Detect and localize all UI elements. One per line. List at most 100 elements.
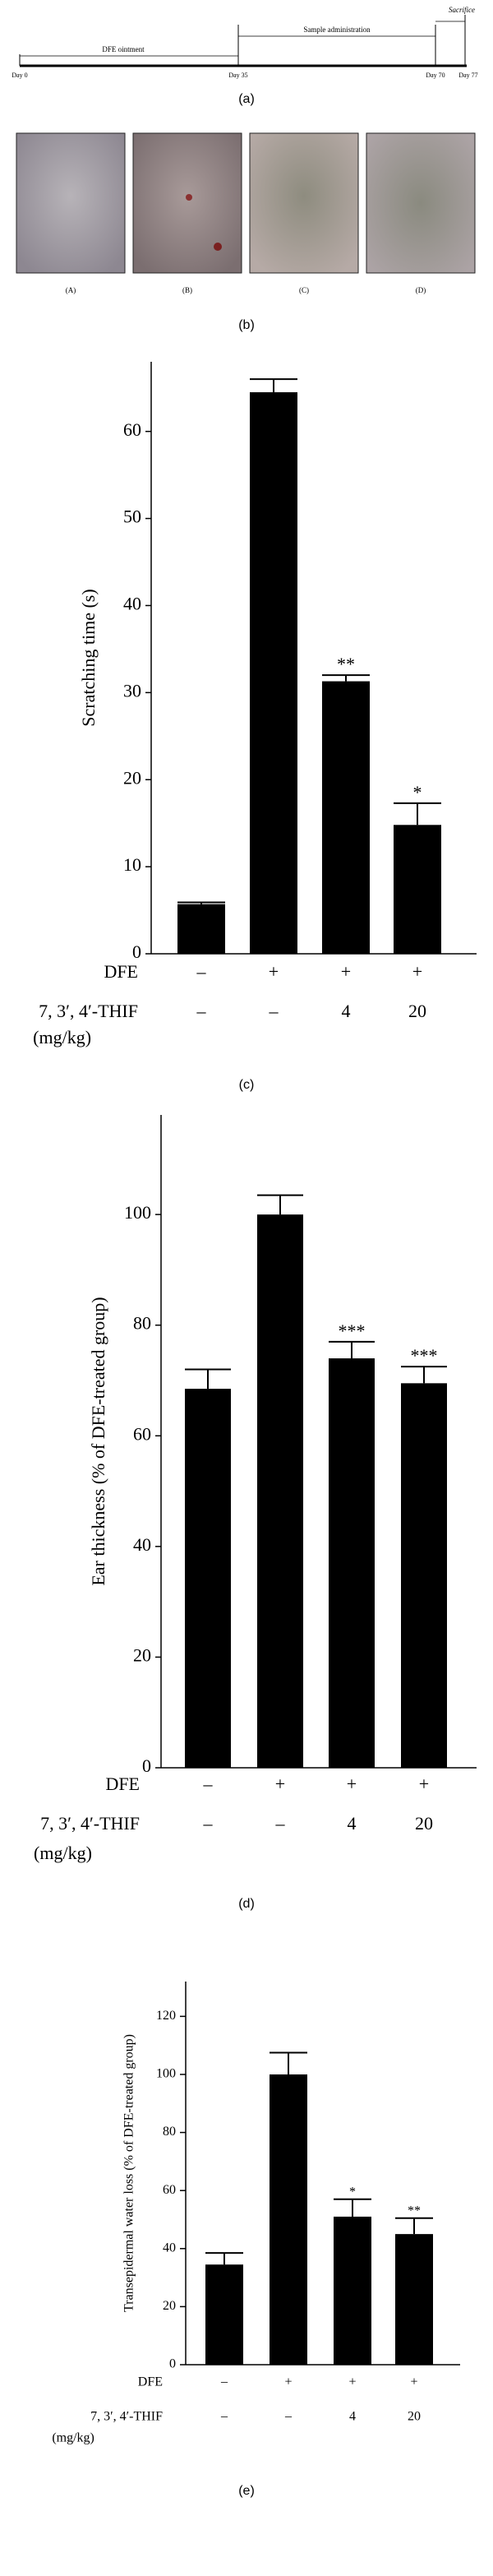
timeline: [19, 15, 467, 67]
bar: [205, 2264, 243, 2365]
row-unit: (mg/kg): [34, 1843, 92, 1863]
y-tick-label: 80: [133, 1313, 151, 1334]
treatment-label: –: [284, 2410, 293, 2424]
error-bar: [394, 802, 441, 826]
treatment-label: +: [419, 1774, 429, 1794]
significance: **: [408, 2204, 421, 2218]
treatment-label: 20: [408, 1001, 426, 1021]
row-label: DFE: [105, 1774, 140, 1794]
photo-label: (D): [416, 286, 426, 294]
day-label: Day 70: [426, 72, 445, 79]
significance: ***: [411, 1345, 438, 1366]
y-axis-label: Ear thickness (% of DFE-treated group): [88, 1297, 108, 1585]
y-tick-label: 120: [156, 2009, 176, 2023]
y-tick-label: 30: [123, 680, 141, 701]
photo-label: (A): [66, 286, 76, 294]
photo: [249, 132, 359, 274]
phase-label: DFE ointment: [102, 45, 145, 53]
treatment-label: –: [269, 1001, 279, 1021]
treatment-label: –: [220, 2375, 228, 2389]
treatment-label: 4: [342, 1001, 351, 1021]
treatment-label: +: [410, 2375, 417, 2389]
y-tick-label: 60: [163, 2183, 176, 2197]
bar: [394, 825, 441, 954]
error-bar: [329, 1340, 375, 1359]
y-tick-label: 100: [156, 2067, 176, 2081]
y-tick-label: 20: [163, 2299, 176, 2313]
row-label: 7, 3′, 4′-THIF: [40, 1813, 140, 1834]
bar: [250, 392, 297, 954]
y-tick-label: 20: [133, 1644, 151, 1665]
panel-label: (d): [238, 1897, 255, 1911]
treatment-label: +: [412, 961, 422, 982]
significance: *: [413, 782, 422, 802]
treatment-label: 4: [348, 1813, 357, 1834]
treatment-label: –: [220, 2410, 228, 2424]
y-axis-label: Transepidermal water loss (% of DFE-trea…: [122, 2034, 136, 2312]
error-bar: [270, 2051, 307, 2074]
error-bar: [395, 2217, 433, 2235]
treatment-label: +: [275, 1774, 285, 1794]
significance: **: [337, 654, 355, 674]
photo: [132, 132, 242, 274]
endpoint-label: Sacrifice: [449, 6, 475, 14]
treatment-label: –: [203, 1813, 214, 1834]
day-label: Day 35: [228, 72, 247, 79]
y-tick-label: 0: [169, 2357, 176, 2371]
error-bar: [257, 1194, 303, 1215]
bar: [322, 681, 370, 954]
error-bar: [205, 2252, 243, 2265]
row-label: 7, 3′, 4′-THIF: [90, 2410, 163, 2424]
y-tick-label: 40: [133, 1534, 151, 1555]
photo: [16, 132, 126, 274]
y-tick-label: 10: [123, 854, 141, 875]
bar: [401, 1383, 447, 1768]
panel-label: (a): [238, 92, 255, 106]
error-bar: [185, 1368, 231, 1390]
y-tick-label: 60: [133, 1423, 151, 1444]
treatment-label: –: [196, 961, 207, 982]
bar: [329, 1358, 375, 1768]
treatment-label: 4: [349, 2410, 356, 2424]
day-label: Day 0: [12, 72, 27, 79]
y-tick-label: 50: [123, 506, 141, 527]
y-tick-label: 40: [163, 2241, 176, 2255]
photo-label: (C): [299, 286, 309, 294]
treatment-label: +: [348, 2375, 356, 2389]
y-tick-label: 20: [123, 767, 141, 788]
significance: *: [349, 2185, 356, 2199]
row-unit: (mg/kg): [52, 2431, 94, 2445]
row-label: DFE: [104, 961, 138, 982]
treatment-label: –: [275, 1813, 286, 1834]
lesion: [186, 194, 192, 201]
y-tick-label: 60: [123, 419, 141, 440]
treatment-label: +: [347, 1774, 357, 1794]
photo: [366, 132, 476, 274]
bar: [334, 2216, 371, 2365]
y-axis-label: Scratching time (s): [78, 589, 99, 726]
y-tick-label: 40: [123, 594, 141, 614]
lesion: [214, 243, 222, 251]
y-tick-label: 80: [163, 2125, 176, 2139]
bar: [270, 2074, 307, 2365]
treatment-label: +: [269, 961, 279, 982]
error-bar: [250, 378, 297, 393]
row-label: DFE: [138, 2375, 163, 2389]
bar: [177, 904, 225, 954]
error-bar: [401, 1366, 447, 1384]
error-bar: [322, 674, 370, 682]
treatment-label: –: [203, 1774, 214, 1794]
photo-label: (B): [182, 286, 192, 294]
bar: [395, 2234, 433, 2365]
day-label: Day 77: [458, 72, 477, 79]
error-bar: [334, 2198, 371, 2217]
significance: ***: [339, 1320, 366, 1341]
y-tick-label: 100: [124, 1202, 151, 1223]
panel-label: (c): [239, 1078, 255, 1092]
panel-label: (b): [238, 318, 255, 332]
treatment-label: +: [341, 961, 351, 982]
treatment-label: +: [284, 2375, 292, 2389]
treatment-label: 20: [415, 1813, 433, 1834]
